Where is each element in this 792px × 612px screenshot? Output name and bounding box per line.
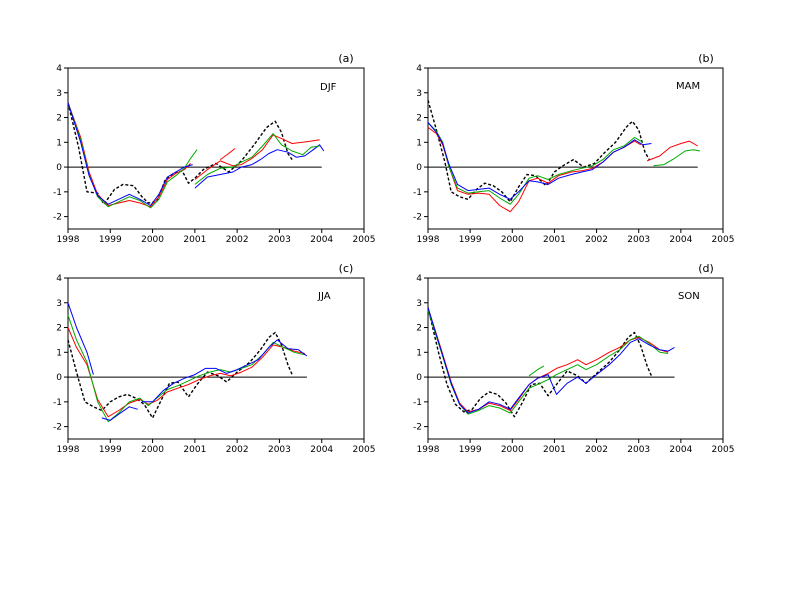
panel-a-series-line-3: [67, 102, 193, 206]
panel-d-series-line-3: [427, 307, 675, 414]
panel-c-ytick-label: 1: [56, 348, 62, 358]
panel-d: (d) SON -2 -1 0 1 2 3 4 1998 1999 2000 2001 2002 200…: [413, 262, 734, 455]
panel-b-xtick-label: 2002: [585, 235, 608, 245]
panel-d-season: SON: [678, 291, 700, 302]
panel-a-frame: [67, 67, 365, 230]
panel-b-series-line-2: [427, 122, 644, 205]
panel-c-series-line-0: [67, 331, 293, 419]
panel-d-xtick-label: 2004: [669, 445, 692, 455]
panel-b-season: MAM: [676, 81, 700, 92]
panel-d-ytick-label: 0: [416, 373, 422, 383]
panel-a-series-line-1: [67, 102, 191, 208]
panel-b-series-line-5: [653, 149, 700, 167]
panel-c-xtick-label: 2002: [226, 445, 249, 455]
panel-a-xtick-label: 2005: [353, 235, 376, 245]
panel-d-ytick-label: 2: [416, 324, 422, 334]
panel-d-xtick-label: 2001: [543, 445, 566, 455]
panel-a-tag: (a): [338, 52, 353, 65]
panel-d-ytick-label: -2: [413, 423, 422, 433]
panel-a-series-line-6: [194, 133, 320, 185]
panel-c: (c) JJA -2 -1 0 1 2 3 4 1998 1999 2000 2001 2002 200…: [53, 262, 375, 455]
panel-c-ytick-label: 2: [56, 324, 62, 334]
panel-d-xtick-label: 1999: [459, 445, 482, 455]
panel-a-xtick-label: 2004: [310, 235, 333, 245]
panel-c-xtick-label: 2000: [141, 445, 164, 455]
panel-b-ytick-label: 2: [416, 114, 422, 124]
panel-d-series-line-2: [427, 310, 669, 415]
panel-b-ytick-label: -2: [413, 213, 422, 223]
panel-a-series-line-4: [194, 144, 325, 189]
panel-a-xtick-label: 1999: [99, 235, 122, 245]
panel-a-ytick-label: 1: [56, 138, 62, 148]
panel-b-xtick-label: 1998: [417, 235, 440, 245]
panel-c-ytick-label: 0: [56, 373, 62, 383]
panel-d-xtick-label: 2000: [501, 445, 524, 455]
panel-d-ytick-label: 1: [416, 348, 422, 358]
panel-b-series-line-3: [427, 122, 652, 200]
panel-a-xtick-label: 2003: [268, 235, 291, 245]
panel-d-xtick-label: 2003: [627, 445, 650, 455]
panel-c-series-line-5: [142, 339, 308, 403]
panel-b-ytick-label: -1: [413, 188, 422, 198]
panel-d-ytick-label: 4: [416, 274, 422, 284]
panel-c-xtick-label: 2004: [310, 445, 333, 455]
panel-d-xtick-label: 1998: [417, 445, 440, 455]
panel-a-ytick-label: 3: [56, 89, 62, 99]
panel-b-ytick-label: 0: [416, 163, 422, 173]
panel-b-tag: (b): [698, 52, 714, 65]
panel-a-xtick-label: 2000: [141, 235, 164, 245]
panel-c-tag: (c): [339, 262, 354, 275]
panel-a-season: DJF: [320, 82, 337, 93]
panel-b-ytick-label: 1: [416, 138, 422, 148]
panel-c-xtick-label: 1998: [57, 445, 80, 455]
panel-a-series-line-7: [219, 148, 236, 161]
panel-b-xtick-label: 1999: [459, 235, 482, 245]
panel-a-ytick-label: 4: [56, 64, 62, 74]
panel-d-xtick-label: 2005: [712, 445, 735, 455]
panel-c-ytick-label: 4: [56, 274, 62, 284]
panel-c-ytick-label: -1: [53, 398, 62, 408]
panel-a-xtick-label: 2002: [226, 235, 249, 245]
panel-b-series-line-1: [427, 126, 642, 213]
panel-b-xtick-label: 2001: [543, 235, 566, 245]
panel-b-frame: [427, 67, 724, 230]
panel-c-frame: [67, 277, 365, 440]
panel-a-xtick-label: 1998: [57, 235, 80, 245]
panel-d-series-line-0: [427, 307, 653, 418]
panel-c-xtick-label: 1999: [99, 445, 122, 455]
panel-d-xtick-label: 2002: [585, 445, 608, 455]
panel-b: (b) MAM -2 -1 0 1 2 3 4 1998 1999 2000 2001 2002 200…: [413, 52, 734, 245]
panel-c-series-line-3: [67, 302, 94, 375]
panel-d-series-line-4: [528, 365, 545, 377]
panel-b-xtick-label: 2005: [712, 235, 735, 245]
panel-a-xtick-label: 2001: [183, 235, 206, 245]
panel-d-frame: [427, 277, 724, 440]
panel-d-ytick-label: -1: [413, 398, 422, 408]
panel-c-ytick-label: -2: [53, 423, 62, 433]
panel-b-xtick-label: 2000: [501, 235, 524, 245]
panel-c-xtick-label: 2001: [183, 445, 206, 455]
panel-a-ytick-label: -2: [53, 213, 62, 223]
panel-c-series-line-2: [67, 315, 305, 423]
panel-c-ytick-label: 3: [56, 299, 62, 309]
panel-d-tag: (d): [698, 262, 714, 275]
panel-a-ytick-label: -1: [53, 188, 62, 198]
panel-c-series-line-1: [67, 327, 305, 418]
panel-b-ytick-label: 4: [416, 64, 422, 74]
panel-b-xtick-label: 2003: [627, 235, 650, 245]
panel-a-ytick-label: 2: [56, 114, 62, 124]
panel-d-ytick-label: 3: [416, 299, 422, 309]
panel-a: (a) DJF -2 -1 0 1 2 3 4 1998 1999 2000 2001 2002 200…: [53, 52, 375, 245]
panel-a-series-line-5: [194, 134, 320, 180]
panel-b-series-line-0: [427, 100, 650, 203]
panel-b-xtick-label: 2004: [669, 235, 692, 245]
panel-b-series-line-4: [646, 140, 698, 162]
panel-c-series-line-4: [101, 406, 138, 421]
panel-c-xtick-label: 2005: [353, 445, 376, 455]
panel-c-xtick-label: 2003: [268, 445, 291, 455]
panel-a-ytick-label: 0: [56, 163, 62, 173]
panel-b-ytick-label: 3: [416, 89, 422, 99]
panel-c-season: JJA: [317, 291, 331, 302]
